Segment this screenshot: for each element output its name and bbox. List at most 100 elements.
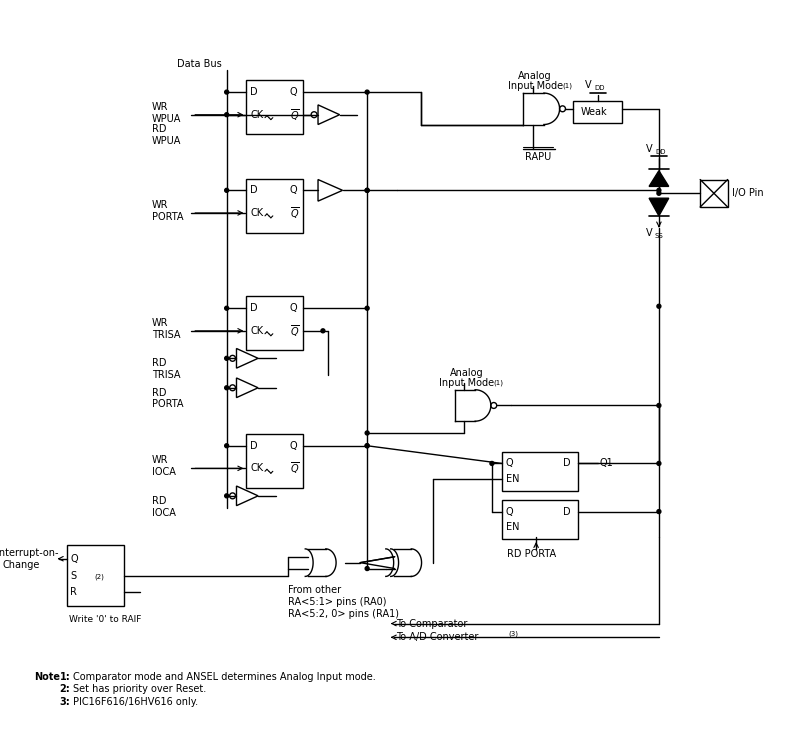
- Text: RD PORTA: RD PORTA: [507, 549, 556, 559]
- Circle shape: [225, 188, 229, 193]
- Text: EN: EN: [506, 475, 519, 484]
- Text: WR: WR: [152, 318, 169, 328]
- Text: PORTA: PORTA: [152, 212, 184, 222]
- Text: $\overline{Q}$: $\overline{Q}$: [289, 205, 299, 221]
- Text: V: V: [646, 144, 653, 154]
- Polygon shape: [649, 199, 669, 216]
- Circle shape: [365, 188, 369, 193]
- Circle shape: [657, 188, 661, 193]
- Circle shape: [365, 431, 369, 435]
- Text: S: S: [70, 572, 76, 581]
- Text: Q: Q: [289, 303, 297, 314]
- Bar: [701, 180, 727, 207]
- Text: RA<5:2, 0> pins (RA1): RA<5:2, 0> pins (RA1): [288, 608, 399, 619]
- Text: Q: Q: [506, 507, 513, 517]
- Circle shape: [490, 462, 494, 465]
- Text: PORTA: PORTA: [152, 399, 184, 410]
- Text: Q: Q: [506, 459, 513, 468]
- Text: D: D: [563, 459, 571, 468]
- Text: Analog: Analog: [449, 368, 483, 378]
- Text: From other: From other: [288, 585, 340, 595]
- Text: TRISA: TRISA: [152, 329, 180, 340]
- Text: WR: WR: [152, 456, 169, 465]
- Text: Write '0' to RAIF: Write '0' to RAIF: [69, 615, 142, 624]
- Text: $\overline{Q}$: $\overline{Q}$: [289, 323, 299, 338]
- Text: D: D: [251, 185, 258, 196]
- Circle shape: [657, 191, 661, 196]
- Circle shape: [657, 510, 661, 514]
- Text: Interrupt-on-: Interrupt-on-: [0, 547, 58, 558]
- Bar: [247, 80, 303, 135]
- Text: RD: RD: [152, 388, 166, 398]
- Text: TRISA: TRISA: [152, 370, 180, 380]
- Circle shape: [657, 462, 661, 465]
- Text: Data Bus: Data Bus: [177, 59, 221, 68]
- Text: RD: RD: [152, 124, 166, 135]
- Text: V: V: [646, 228, 653, 238]
- Text: D: D: [251, 87, 258, 97]
- Circle shape: [321, 329, 325, 333]
- Bar: [574, 101, 623, 123]
- Text: RA<5:1> pins (RA0): RA<5:1> pins (RA0): [288, 597, 386, 607]
- Circle shape: [365, 444, 369, 447]
- Text: DD: DD: [655, 149, 666, 155]
- Polygon shape: [649, 171, 669, 186]
- Text: V: V: [585, 80, 592, 90]
- Text: Weak: Weak: [580, 107, 607, 117]
- Circle shape: [225, 356, 229, 360]
- Text: R: R: [70, 587, 77, 597]
- Text: CK: CK: [251, 110, 263, 120]
- Text: SS: SS: [655, 232, 663, 238]
- Text: Analog: Analog: [519, 71, 552, 81]
- Text: CK: CK: [251, 326, 263, 336]
- Text: DD: DD: [594, 85, 604, 91]
- Bar: [502, 452, 578, 491]
- Text: PIC16F616/16HV616 only.: PIC16F616/16HV616 only.: [73, 697, 199, 707]
- Circle shape: [225, 90, 229, 94]
- Text: (3): (3): [508, 630, 519, 637]
- Text: WR: WR: [152, 200, 169, 210]
- Text: D: D: [251, 303, 258, 314]
- Text: 3:: 3:: [60, 697, 70, 707]
- Bar: [247, 178, 303, 232]
- Text: RD: RD: [152, 496, 166, 506]
- Text: Q: Q: [289, 441, 297, 450]
- Text: WPUA: WPUA: [152, 136, 181, 146]
- Text: D: D: [251, 441, 258, 450]
- Text: IOCA: IOCA: [152, 508, 176, 517]
- Circle shape: [225, 444, 229, 447]
- Circle shape: [365, 188, 369, 193]
- Text: Input Mode: Input Mode: [439, 378, 494, 388]
- Bar: [66, 545, 124, 606]
- Circle shape: [657, 404, 661, 408]
- Text: EN: EN: [506, 523, 519, 532]
- Circle shape: [225, 386, 229, 390]
- Text: (1): (1): [563, 83, 573, 89]
- Text: To Comparator: To Comparator: [396, 619, 467, 629]
- Text: 2:: 2:: [60, 684, 70, 694]
- Text: To A/D Converter: To A/D Converter: [396, 632, 478, 642]
- Text: Comparator mode and ANSEL determines Analog Input mode.: Comparator mode and ANSEL determines Ana…: [73, 672, 376, 681]
- Circle shape: [365, 306, 369, 310]
- Text: $\overline{Q}$: $\overline{Q}$: [289, 107, 299, 123]
- Text: Input Mode: Input Mode: [507, 81, 563, 91]
- Text: IOCA: IOCA: [152, 467, 176, 478]
- Text: I/O Pin: I/O Pin: [731, 188, 764, 199]
- Text: CK: CK: [251, 208, 263, 218]
- Bar: [247, 434, 303, 488]
- Circle shape: [225, 306, 229, 310]
- Text: Q: Q: [289, 87, 297, 97]
- Text: Note: Note: [34, 672, 60, 681]
- Circle shape: [225, 494, 229, 498]
- Bar: [247, 296, 303, 350]
- Circle shape: [365, 566, 369, 571]
- Circle shape: [365, 444, 369, 447]
- Text: (1): (1): [494, 380, 504, 386]
- Text: Change: Change: [2, 559, 40, 569]
- Text: 1:: 1:: [60, 672, 70, 681]
- Circle shape: [225, 113, 229, 117]
- Text: Q: Q: [70, 553, 78, 564]
- Text: D: D: [563, 507, 571, 517]
- Text: WPUA: WPUA: [152, 114, 181, 123]
- Text: RAPU: RAPU: [526, 152, 552, 162]
